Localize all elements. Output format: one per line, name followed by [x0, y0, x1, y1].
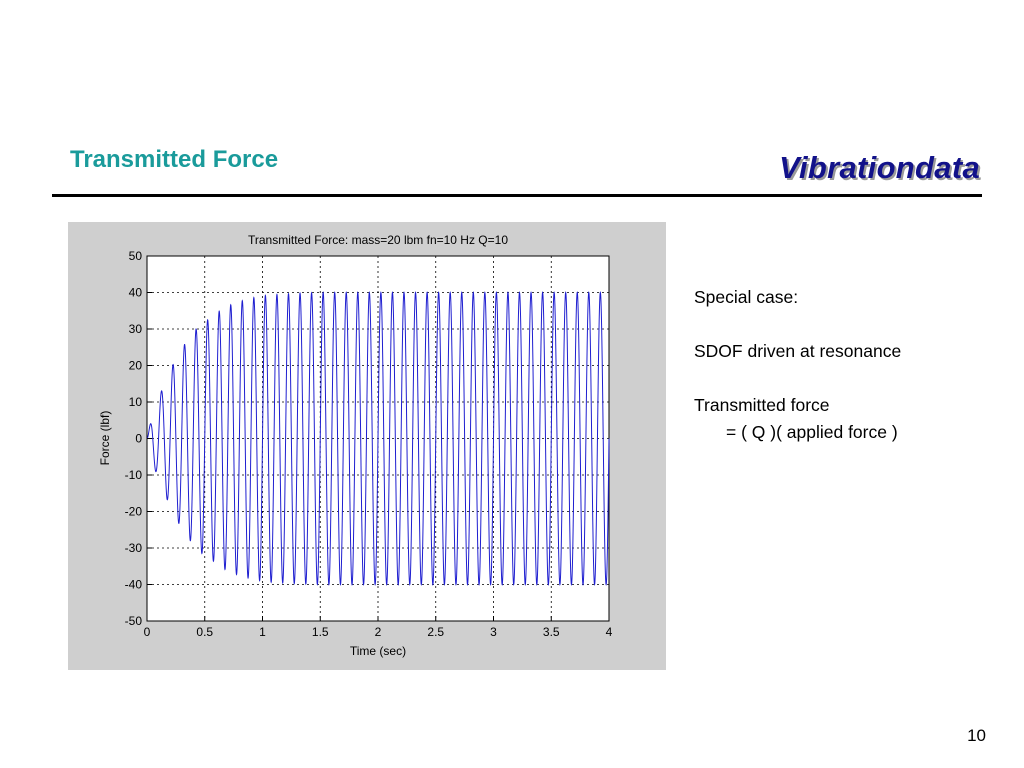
x-tick-label: 0.5	[196, 625, 213, 639]
y-tick-label: 40	[129, 286, 143, 300]
y-tick-label: -40	[125, 578, 143, 592]
brand-logo: Vibrationdata	[779, 150, 980, 185]
notes-panel: Special case: SDOF driven at resonance T…	[694, 284, 901, 446]
series-line-transmitted-force	[146, 291, 610, 586]
title-divider	[52, 194, 982, 197]
y-tick-label: -50	[125, 614, 143, 628]
series-layer	[146, 291, 610, 586]
y-tick-label: 0	[135, 432, 142, 446]
note-sdof-resonance: SDOF driven at resonance	[694, 341, 902, 361]
y-tick-label: 30	[129, 322, 143, 336]
y-tick-label: 50	[129, 249, 143, 263]
tick-layer: 0 0.5 1 1.5 2 2.5 3 3.5 4 -50 -40 -30 -20 -10 0 10 20 30 4…	[125, 249, 613, 639]
x-tick-label: 1	[259, 625, 266, 639]
x-tick-label: 3.5	[543, 625, 560, 639]
x-tick-label: 3	[490, 625, 497, 639]
page-number: 10	[967, 726, 986, 745]
x-tick-label: 2	[375, 625, 382, 639]
slide-title: Transmitted Force	[70, 146, 279, 173]
y-tick-label: 20	[129, 359, 143, 373]
chart-title: Transmitted Force: mass=20 lbm fn=10 Hz …	[248, 233, 508, 247]
note-transmitted-force: Transmitted force	[694, 395, 830, 415]
x-axis-label: Time (sec)	[350, 644, 406, 658]
y-axis-label: Force (lbf)	[98, 411, 112, 466]
x-tick-label: 2.5	[427, 625, 444, 639]
y-tick-label: 10	[129, 395, 143, 409]
note-special-case: Special case:	[694, 287, 799, 307]
figure-panel: 0 0.5 1 1.5 2 2.5 3 3.5 4 -50 -40 -30 -20 -10 0 10 20 30 4…	[68, 222, 666, 670]
force-time-chart: 0 0.5 1 1.5 2 2.5 3 3.5 4 -50 -40 -30 -20 -10 0 10 20 30 4…	[98, 233, 613, 658]
x-tick-label: 4	[606, 625, 613, 639]
y-tick-label: -30	[125, 541, 143, 555]
x-tick-label: 0	[144, 625, 151, 639]
note-formula: = ( Q )( applied force )	[726, 422, 898, 442]
x-tick-label: 1.5	[312, 625, 329, 639]
y-tick-label: -10	[125, 468, 143, 482]
y-tick-label: -20	[125, 505, 143, 519]
